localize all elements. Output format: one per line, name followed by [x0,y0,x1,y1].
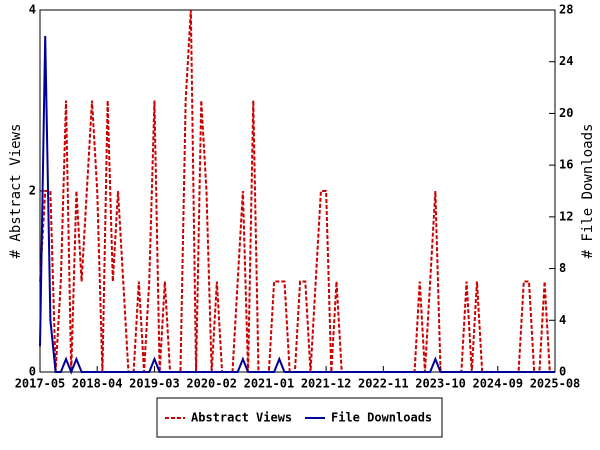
y2-tick-label: 8 [559,261,566,275]
x-tick-label: 2017-05 [15,377,66,391]
y-axis-label: # Abstract Views [8,124,24,259]
y2-tick-label: 28 [559,3,573,17]
legend-label: File Downloads [331,411,432,425]
y2-tick-label: 4 [559,313,566,327]
y-tick-label: 4 [29,3,36,17]
y2-tick-label: 12 [559,209,573,223]
x-tick-label: 2022-11 [358,377,409,391]
y2-axis-label: # File Downloads [580,124,596,259]
legend-label: Abstract Views [191,411,292,425]
y2-tick-label: 24 [559,54,573,68]
legend-box [156,397,443,438]
y-tick-label: 2 [29,184,36,198]
x-tick-label: 2025-08 [530,377,581,391]
series-line [39,35,555,375]
y2-tick-label: 20 [559,106,573,120]
series-line [39,9,555,373]
y-tick-label: 0 [29,365,36,379]
x-tick-label: 2024-09 [472,377,523,391]
x-tick-label: 2018-04 [72,377,123,391]
x-tick-label: 2021-01 [244,377,295,391]
y2-tick-label: 16 [559,158,573,172]
y2-tick-label: 0 [559,365,566,379]
x-tick-label: 2023-10 [415,377,466,391]
x-tick-label: 2019-03 [129,377,180,391]
x-tick-label: 2020-02 [186,377,237,391]
x-tick-label: 2021-12 [301,377,352,391]
